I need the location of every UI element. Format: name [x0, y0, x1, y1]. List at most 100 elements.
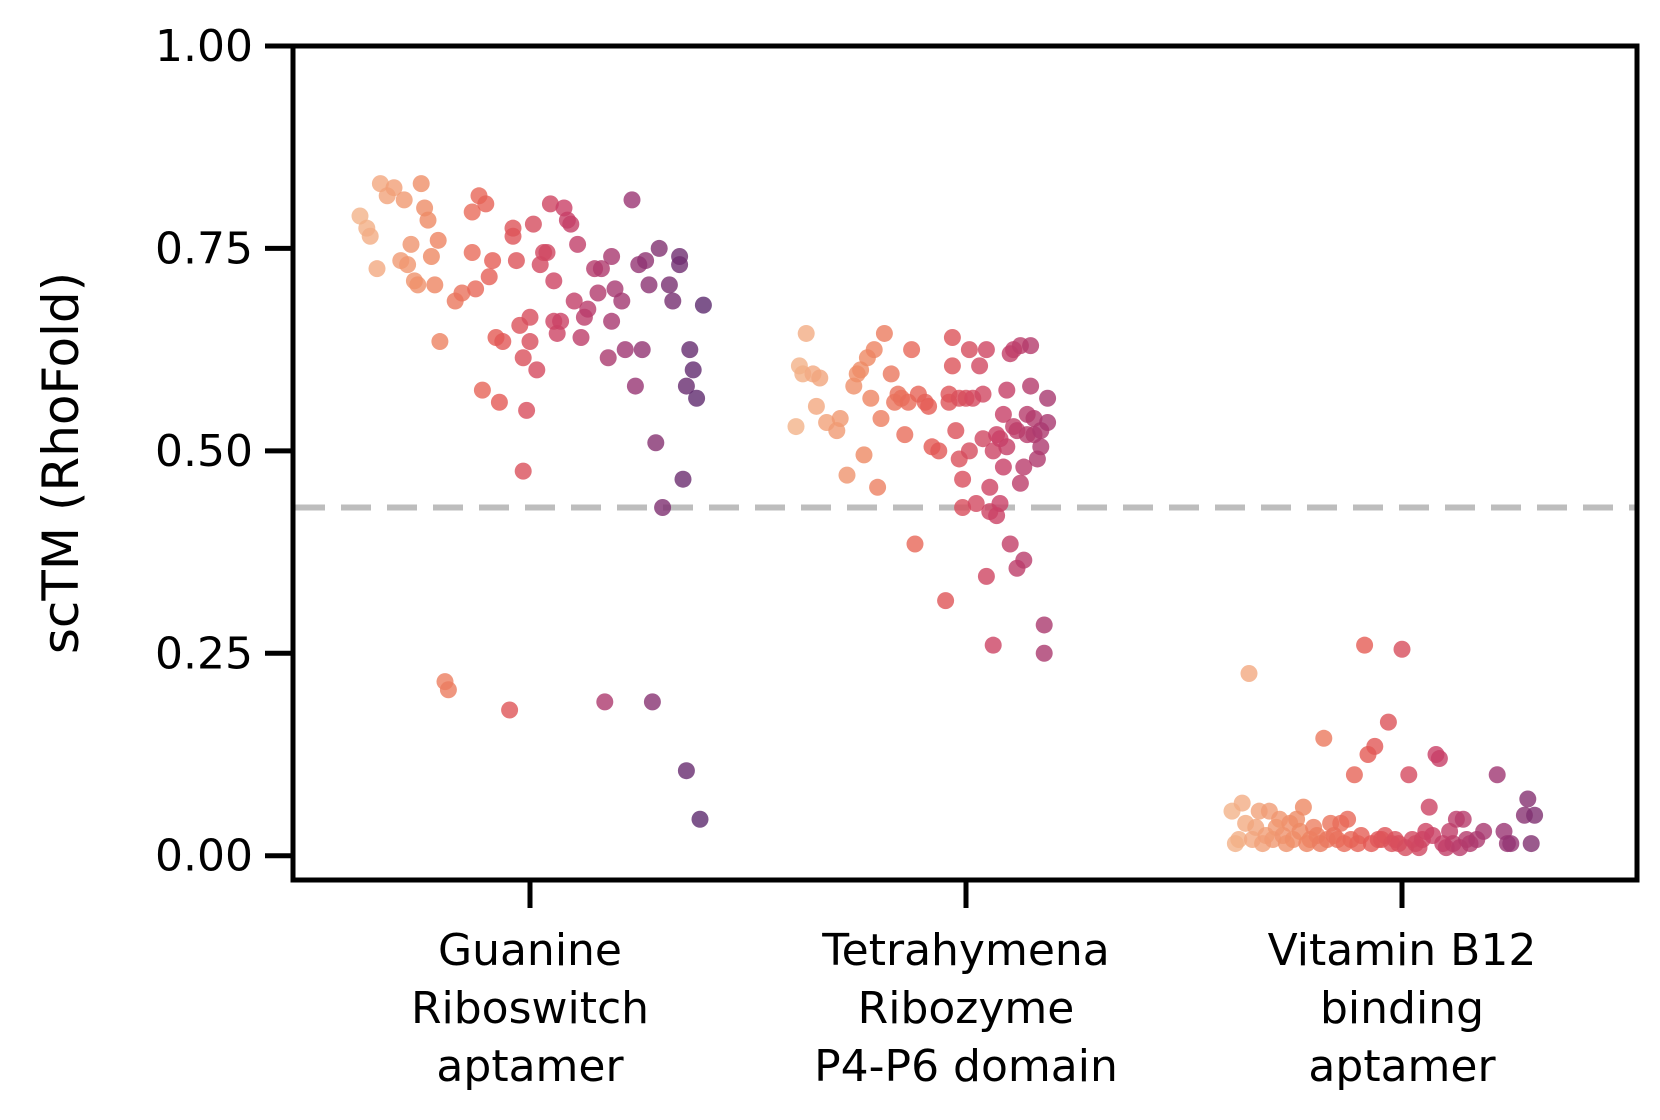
data-point	[1230, 831, 1248, 849]
data-point	[463, 243, 481, 261]
data-point	[1315, 729, 1333, 747]
y-tick-label: 0.25	[155, 628, 253, 679]
x-tick-label: aptamer	[1308, 1041, 1496, 1092]
data-point	[467, 280, 485, 298]
data-point	[643, 693, 661, 711]
data-point	[831, 409, 849, 427]
data-point	[429, 231, 447, 249]
data-point	[409, 276, 427, 294]
data-point	[640, 276, 658, 294]
data-point	[664, 292, 682, 310]
data-point	[1400, 766, 1418, 784]
data-point	[1011, 474, 1029, 492]
data-point	[596, 693, 614, 711]
data-point	[677, 762, 695, 780]
data-point	[1454, 810, 1472, 828]
y-tick-label: 0.00	[155, 831, 253, 882]
data-point	[1519, 790, 1537, 808]
axes-layer	[265, 43, 1640, 908]
data-point	[896, 426, 914, 444]
x-tick-label: Ribozyme	[858, 983, 1075, 1034]
data-point	[1488, 766, 1506, 784]
data-point	[637, 252, 655, 270]
data-point	[677, 377, 695, 395]
data-point	[671, 256, 689, 274]
data-point	[431, 333, 449, 351]
data-point	[603, 248, 621, 266]
data-point	[1475, 822, 1493, 840]
data-point	[1526, 806, 1544, 824]
data-point	[1032, 438, 1050, 456]
data-point	[562, 215, 580, 233]
data-point	[1345, 766, 1363, 784]
data-point	[807, 397, 825, 415]
labels-layer: 0.00 0.25 0.50 0.75 1.00 Guanine Riboswitch apt…	[32, 21, 1536, 1092]
x-tick-label: binding	[1320, 983, 1484, 1034]
data-point	[977, 567, 995, 585]
data-point	[385, 179, 403, 197]
data-point	[1379, 713, 1397, 731]
data-point	[565, 292, 583, 310]
data-point	[504, 219, 522, 237]
data-point	[920, 397, 938, 415]
data-point	[882, 365, 900, 383]
data-point	[984, 636, 1002, 654]
data-point	[579, 300, 597, 318]
data-point	[494, 333, 512, 351]
data-point	[974, 430, 992, 448]
data-point	[660, 276, 678, 294]
data-point	[991, 494, 1009, 512]
data-point	[368, 260, 386, 278]
data-point	[399, 256, 417, 274]
data-point	[930, 442, 948, 460]
data-point	[1356, 636, 1374, 654]
data-point	[998, 438, 1016, 456]
data-point	[599, 349, 617, 367]
data-point	[589, 284, 607, 302]
data-point	[626, 377, 644, 395]
data-point	[1294, 798, 1312, 816]
data-point	[1035, 644, 1053, 662]
data-point	[402, 235, 420, 253]
data-point	[521, 308, 539, 326]
data-point	[694, 296, 712, 314]
data-point	[937, 592, 955, 610]
x-tick-label: aptamer	[436, 1041, 624, 1092]
x-tick-label: Guanine	[438, 925, 622, 976]
data-point	[569, 235, 587, 253]
data-point	[514, 349, 532, 367]
data-point	[998, 381, 1016, 399]
data-point	[613, 292, 631, 310]
data-point	[654, 499, 672, 517]
data-point	[1366, 737, 1384, 755]
data-point	[463, 203, 481, 221]
data-point	[473, 381, 491, 399]
data-point	[426, 276, 444, 294]
data-point	[1039, 414, 1057, 432]
data-point	[552, 312, 570, 330]
data-point	[787, 418, 805, 436]
data-point	[603, 312, 621, 330]
data-point	[684, 361, 702, 379]
data-point	[1522, 835, 1540, 853]
data-point	[1015, 551, 1033, 569]
data-point	[688, 389, 706, 407]
data-point	[994, 458, 1012, 476]
data-point	[875, 324, 893, 342]
data-point	[981, 478, 999, 496]
data-point	[422, 248, 440, 266]
data-point	[1240, 665, 1258, 683]
data-point	[572, 328, 590, 346]
data-point	[514, 462, 532, 480]
data-point	[518, 401, 536, 419]
data-point	[524, 215, 542, 233]
data-point	[1022, 337, 1040, 355]
y-tick-label: 1.00	[155, 21, 253, 72]
data-point	[633, 341, 651, 359]
data-point	[1039, 389, 1057, 407]
data-point	[974, 385, 992, 403]
y-tick-label: 0.75	[155, 223, 253, 274]
data-point	[954, 470, 972, 488]
y-axis-title: scTM (RhoFold)	[32, 272, 90, 654]
